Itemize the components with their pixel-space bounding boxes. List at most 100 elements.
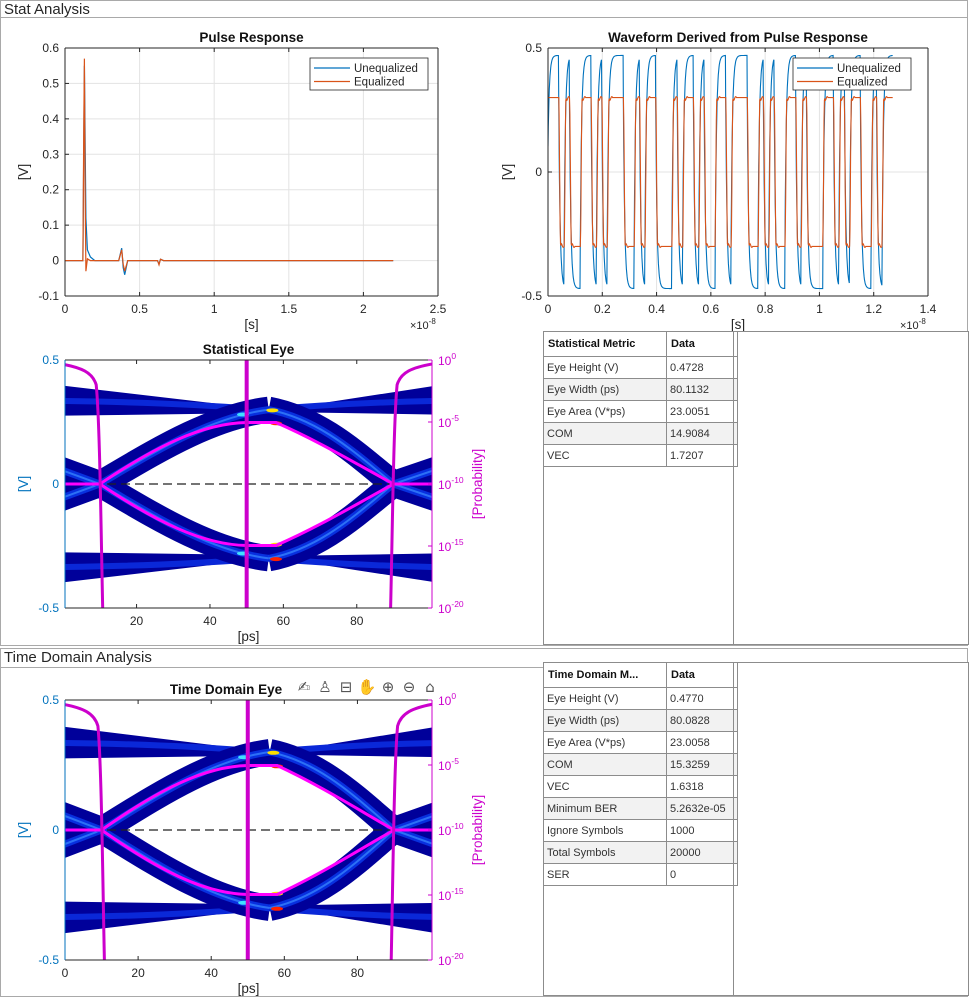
y-tick-label: -0.1 <box>38 289 59 303</box>
y2-tick-label: 10-15 <box>438 886 464 903</box>
y-axis-label: [V] <box>16 164 31 181</box>
metric-name-cell[interactable]: Eye Height (V) <box>544 687 667 710</box>
datatip-icon[interactable]: ⊟ <box>339 678 353 696</box>
x-tick-label: 1.4 <box>920 302 937 316</box>
time-domain-metrics-table[interactable]: Time Domain M... Data Eye Height (V) 0.47… <box>543 662 969 996</box>
statistical-metrics-table[interactable]: Statistical Metric Data Eye Height (V) 0.… <box>543 331 969 645</box>
metric-value-cell[interactable]: 1.7207 <box>666 444 738 467</box>
x-exponent-power: -8 <box>429 317 437 326</box>
metric-value-cell[interactable]: 5.2632e-05 <box>666 797 738 820</box>
table-row[interactable]: Ignore Symbols 1000 <box>544 819 738 842</box>
x-tick-label: 60 <box>278 966 292 980</box>
metric-name-cell[interactable]: COM <box>544 422 667 445</box>
chart-title: Waveform Derived from Pulse Response <box>608 30 868 45</box>
metric-name-cell[interactable]: Minimum BER <box>544 797 667 820</box>
pan-icon[interactable]: ✋ <box>357 678 377 696</box>
metric-name-cell[interactable]: Eye Width (ps) <box>544 709 667 732</box>
stat_eye-axes: 20 40 60 80 -0.5 0 0.5 100 10-5 10-10 10-15 10-20 [P… <box>16 342 485 644</box>
metric-value-cell[interactable]: 0 <box>666 863 738 886</box>
table-column-divider <box>733 332 734 644</box>
metric-value-cell[interactable]: 0.4728 <box>666 356 738 379</box>
y2-tick-label: 10-10 <box>438 475 464 492</box>
y-axis-label: [V] <box>16 476 31 493</box>
table-row[interactable]: COM 15.3259 <box>544 753 738 776</box>
metric-value-cell[interactable]: 1.6318 <box>666 775 738 798</box>
y-tick-label: 0.5 <box>42 76 59 90</box>
y-tick-label: -0.5 <box>38 953 59 967</box>
metric-value-cell[interactable]: 0.4770 <box>666 687 738 710</box>
statistical-metrics-grid[interactable]: Statistical Metric Data Eye Height (V) 0.… <box>544 332 738 467</box>
x-tick-label: 40 <box>203 614 217 628</box>
y-tick-label: 0.2 <box>42 183 59 197</box>
y2-tick-exponent: 0 <box>451 351 456 361</box>
column-header-data[interactable]: Data <box>666 332 738 357</box>
x-tick-label: 1.2 <box>865 302 882 316</box>
y-tick-label: 0 <box>52 477 59 491</box>
table-row[interactable]: SER 0 <box>544 863 738 886</box>
table-row[interactable]: Eye Height (V) 0.4728 <box>544 356 738 379</box>
metric-value-cell[interactable]: 20000 <box>666 841 738 864</box>
metric-name-cell[interactable]: VEC <box>544 775 667 798</box>
series-line-equalized <box>548 96 893 248</box>
y2-axis-label: [Probability] <box>470 795 485 866</box>
table-row[interactable]: COM 14.9084 <box>544 422 738 445</box>
chart-title: Pulse Response <box>199 30 304 45</box>
metric-name-cell[interactable]: Eye Height (V) <box>544 356 667 379</box>
table-row[interactable]: VEC 1.6318 <box>544 775 738 798</box>
export-icon[interactable]: ✍ <box>297 678 311 696</box>
legend-label-unequalized: Unequalized <box>837 63 901 75</box>
y2-tick-exponent: -5 <box>451 413 459 423</box>
x-tick-label: 40 <box>205 966 219 980</box>
eye-heatmap <box>65 700 432 960</box>
table-row[interactable]: Eye Height (V) 0.4770 <box>544 687 738 710</box>
metric-value-cell[interactable]: 1000 <box>666 819 738 842</box>
chart-title: Statistical Eye <box>203 342 295 357</box>
x-tick-label: 2.5 <box>430 302 447 316</box>
metric-value-cell[interactable]: 23.0051 <box>666 400 738 423</box>
column-header-metric[interactable]: Time Domain M... <box>544 663 667 688</box>
home-icon[interactable]: ⌂ <box>425 678 435 696</box>
metric-value-cell[interactable]: 15.3259 <box>666 753 738 776</box>
chart-title: Time Domain Eye <box>170 682 283 697</box>
y2-tick-label: 10-5 <box>438 756 459 773</box>
y2-tick-label: 10-5 <box>438 413 459 430</box>
table-row[interactable]: VEC 1.7207 <box>544 444 738 467</box>
y2-tick-label: 100 <box>438 691 456 708</box>
x-tick-label: 80 <box>350 614 364 628</box>
y2-tick-exponent: -20 <box>451 599 464 609</box>
metric-name-cell[interactable]: COM <box>544 753 667 776</box>
time-domain-metrics-grid[interactable]: Time Domain M... Data Eye Height (V) 0.47… <box>544 663 738 886</box>
table-row[interactable]: Total Symbols 20000 <box>544 841 738 864</box>
brush-icon[interactable]: ♙ <box>318 678 332 696</box>
metric-name-cell[interactable]: Eye Area (V*ps) <box>544 400 667 423</box>
y-tick-label: 0 <box>535 165 542 179</box>
column-header-metric[interactable]: Statistical Metric <box>544 332 667 357</box>
table-row[interactable]: Eye Width (ps) 80.1132 <box>544 378 738 401</box>
metric-value-cell[interactable]: 80.1132 <box>666 378 738 401</box>
table-row[interactable]: Eye Area (V*ps) 23.0058 <box>544 731 738 754</box>
x-exponent-label: ×10-8 <box>900 317 926 332</box>
table-row[interactable]: Minimum BER 5.2632e-05 <box>544 797 738 820</box>
eye-density-peak <box>270 557 283 562</box>
x-tick-label: 0 <box>62 966 69 980</box>
legend-label-equalized: Equalized <box>837 77 888 89</box>
metric-value-cell[interactable]: 14.9084 <box>666 422 738 445</box>
metric-value-cell[interactable]: 80.0828 <box>666 709 738 732</box>
metric-name-cell[interactable]: Total Symbols <box>544 841 667 864</box>
zoom-in-icon[interactable]: ⊕ <box>381 678 395 696</box>
metric-name-cell[interactable]: Eye Width (ps) <box>544 378 667 401</box>
table-row[interactable]: Eye Area (V*ps) 23.0051 <box>544 400 738 423</box>
metric-name-cell[interactable]: VEC <box>544 444 667 467</box>
y2-tick-label: 10-10 <box>438 821 464 838</box>
legend-box <box>792 57 912 91</box>
metric-name-cell[interactable]: Ignore Symbols <box>544 819 667 842</box>
zoom-out-icon[interactable]: ⊖ <box>402 678 416 696</box>
metric-value-cell[interactable]: 23.0058 <box>666 731 738 754</box>
metric-name-cell[interactable]: Eye Area (V*ps) <box>544 731 667 754</box>
table-row[interactable]: Eye Width (ps) 80.0828 <box>544 709 738 732</box>
column-header-data[interactable]: Data <box>666 663 738 688</box>
x-tick-label: 0 <box>62 302 69 316</box>
metric-name-cell[interactable]: SER <box>544 863 667 886</box>
y2-tick-exponent: -10 <box>451 821 464 831</box>
